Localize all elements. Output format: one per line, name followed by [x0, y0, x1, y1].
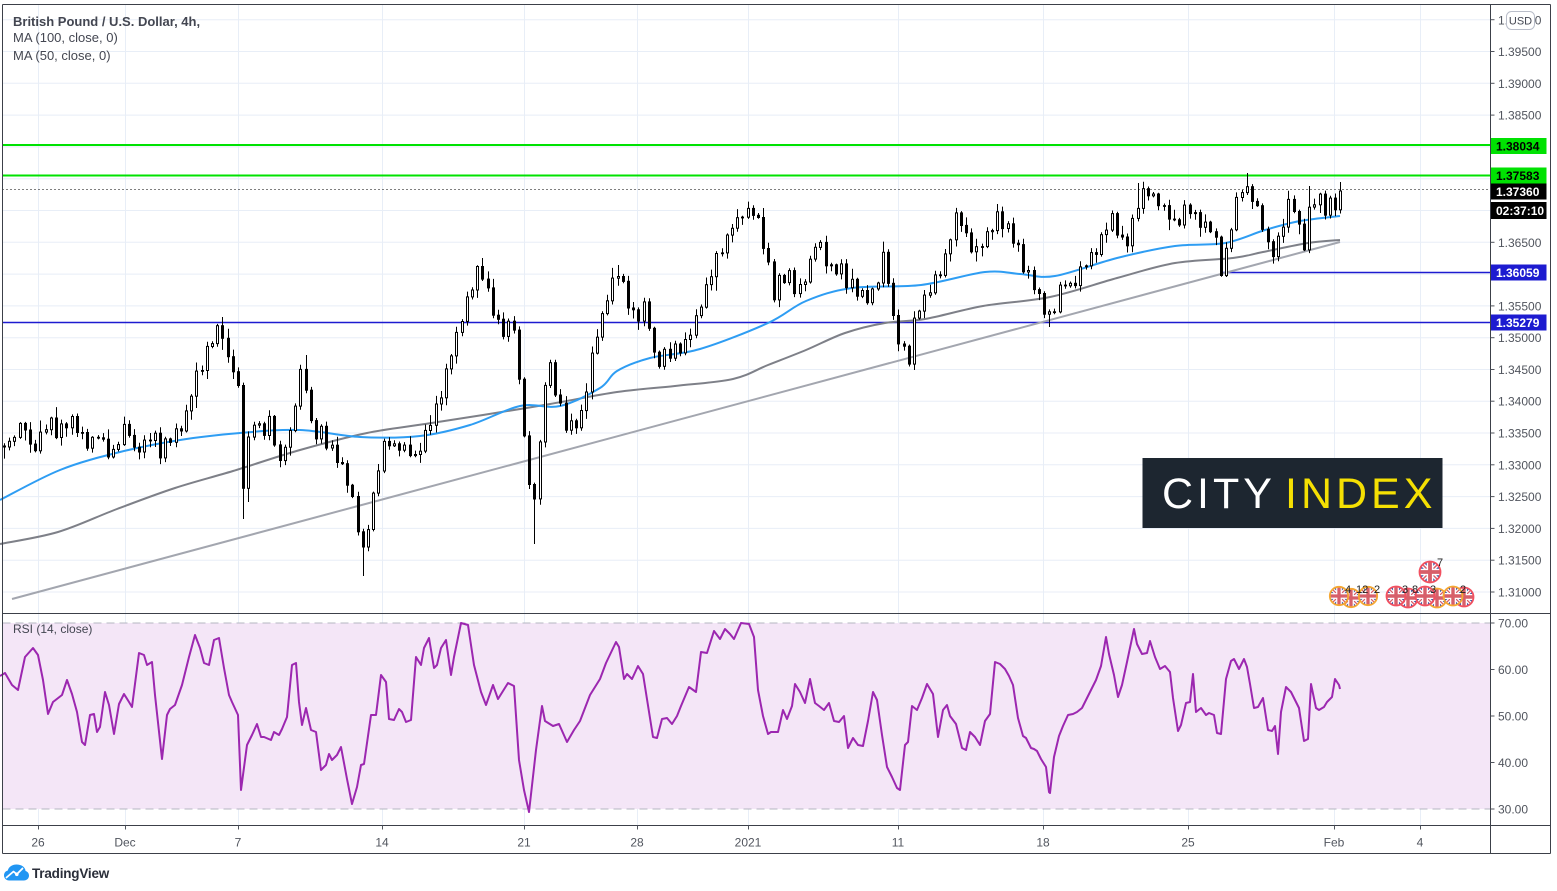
svg-text:Feb: Feb — [1324, 836, 1345, 850]
svg-text:1.33500: 1.33500 — [1498, 427, 1542, 441]
svg-text:1.37583: 1.37583 — [1496, 169, 1540, 183]
svg-text:1.32500: 1.32500 — [1498, 490, 1542, 504]
svg-text:1.33000: 1.33000 — [1498, 458, 1542, 472]
svg-text:1.34000: 1.34000 — [1498, 395, 1542, 409]
svg-text:18: 18 — [1036, 836, 1050, 850]
svg-text:50.00: 50.00 — [1498, 710, 1528, 724]
svg-text:USD: USD — [1509, 16, 1532, 28]
svg-text:1.32000: 1.32000 — [1498, 522, 1542, 536]
svg-text:1.37360: 1.37360 — [1496, 185, 1540, 199]
svg-text:2: 2 — [1374, 584, 1380, 596]
svg-text:1.31000: 1.31000 — [1498, 586, 1542, 600]
svg-text:1.31500: 1.31500 — [1498, 554, 1542, 568]
svg-text:1.35000: 1.35000 — [1498, 331, 1542, 345]
svg-text:70.00: 70.00 — [1498, 617, 1528, 631]
svg-text:28: 28 — [630, 836, 644, 850]
svg-text:1.35279: 1.35279 — [1496, 316, 1540, 330]
svg-text:1.38500: 1.38500 — [1498, 109, 1542, 123]
svg-text:CITY: CITY — [1162, 470, 1276, 518]
svg-text:British Pound / U.S. Dollar, 4: British Pound / U.S. Dollar, 4h, — [13, 14, 200, 29]
svg-text:30.00: 30.00 — [1498, 803, 1528, 817]
svg-text:1.39000: 1.39000 — [1498, 77, 1542, 91]
svg-text:8: 8 — [1412, 584, 1418, 596]
svg-text:1.35500: 1.35500 — [1498, 299, 1542, 313]
svg-text:60.00: 60.00 — [1498, 663, 1528, 677]
svg-text:40.00: 40.00 — [1498, 756, 1528, 770]
svg-text:RSI (14, close): RSI (14, close) — [13, 622, 92, 636]
svg-text:1.39500: 1.39500 — [1498, 45, 1542, 59]
svg-text:26: 26 — [31, 836, 45, 850]
svg-text:MA (100, close, 0): MA (100, close, 0) — [13, 30, 118, 45]
svg-text:1.34500: 1.34500 — [1498, 363, 1542, 377]
svg-text:21: 21 — [517, 836, 531, 850]
svg-text:1.36059: 1.36059 — [1496, 266, 1540, 280]
svg-text:1.38034: 1.38034 — [1496, 140, 1540, 154]
svg-text:2: 2 — [1460, 584, 1466, 596]
svg-text:12: 12 — [1356, 584, 1368, 596]
svg-text:3: 3 — [1430, 584, 1436, 596]
svg-text:14: 14 — [375, 836, 389, 850]
svg-text:4: 4 — [1345, 584, 1351, 596]
svg-text:4: 4 — [1417, 836, 1424, 850]
svg-text:25: 25 — [1181, 836, 1195, 850]
svg-text:MA (50, close, 0): MA (50, close, 0) — [13, 48, 111, 63]
svg-text:02:37:10: 02:37:10 — [1496, 204, 1544, 218]
svg-text:3: 3 — [1402, 584, 1408, 596]
svg-text:7: 7 — [1437, 557, 1443, 569]
svg-text:INDEX: INDEX — [1285, 470, 1436, 518]
svg-text:7: 7 — [235, 836, 242, 850]
svg-text:TradingView: TradingView — [32, 866, 110, 881]
svg-text:Dec: Dec — [114, 836, 135, 850]
svg-text:1.36500: 1.36500 — [1498, 236, 1542, 250]
svg-text:11: 11 — [892, 836, 905, 850]
svg-text:2021: 2021 — [735, 836, 762, 850]
